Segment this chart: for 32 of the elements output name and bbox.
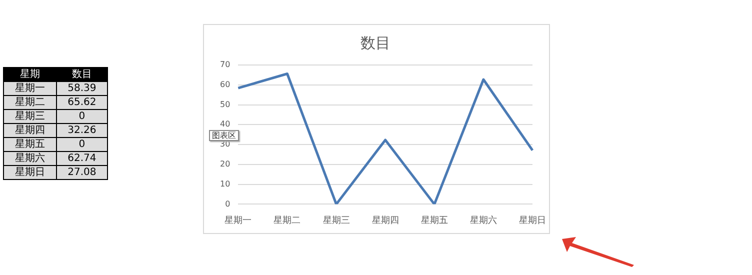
data-label: 32.26 <box>56 124 108 138</box>
y-tick-label: 0 <box>225 199 230 208</box>
category-label: 星期三 <box>4 110 56 124</box>
category-label: 星期一 <box>4 82 56 96</box>
x-tick-label: 星期日 <box>519 214 546 226</box>
data-label: 58.39 <box>56 82 108 96</box>
category-label: 星期二 <box>4 96 56 110</box>
x-tick-label: 星期四 <box>372 214 399 226</box>
y-tick-label: 70 <box>220 60 230 70</box>
x-tick-label: 星期六 <box>470 214 497 226</box>
data-label: 0 <box>56 138 108 152</box>
category-label: 星期五 <box>4 138 56 152</box>
category-label: 星期六 <box>4 152 56 166</box>
category-label: 星期日 <box>4 166 56 180</box>
text: 星期 <box>4 68 56 82</box>
y-tick-label: 40 <box>220 120 230 129</box>
x-tick-label: 星期二 <box>274 214 301 226</box>
data-label: 27.08 <box>56 166 108 180</box>
data-label: 65.62 <box>56 96 108 110</box>
x-tick-label: 星期三 <box>322 214 350 226</box>
chart-title: 数目 <box>360 34 390 52</box>
text: 图表区 <box>209 130 239 141</box>
y-tick-label: 60 <box>220 80 230 89</box>
y-tick-label: 50 <box>220 100 230 109</box>
x-tick-label: 星期一 <box>224 214 252 226</box>
y-tick-label: 10 <box>220 179 230 188</box>
category-label: 星期四 <box>4 124 56 138</box>
x-tick-label: 星期五 <box>420 214 448 226</box>
data-label: 62.74 <box>56 152 108 166</box>
y-tick-label: 20 <box>220 160 230 169</box>
text: 数目 <box>56 68 108 82</box>
data-label: 0 <box>56 110 108 124</box>
